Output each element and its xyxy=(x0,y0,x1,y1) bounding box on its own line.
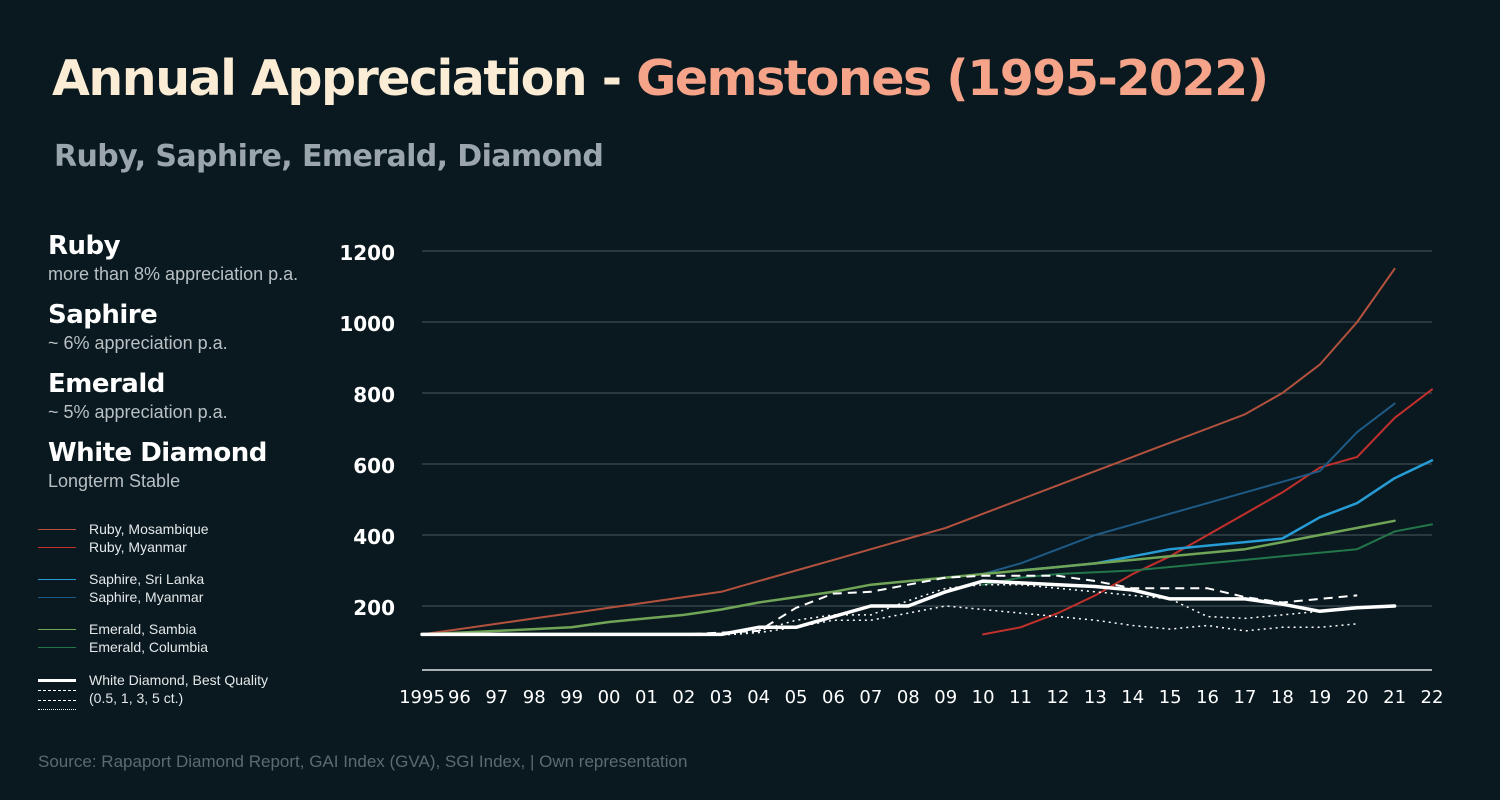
x-tick-label: 00 xyxy=(598,687,621,708)
series-line-1 xyxy=(982,388,1433,636)
x-tick-label: 01 xyxy=(635,687,658,708)
x-tick-label: 19 xyxy=(1308,687,1331,708)
legend-label: Ruby, Mosambique xyxy=(89,521,209,537)
x-tick-label: 18 xyxy=(1271,687,1294,708)
legend-swatch xyxy=(38,579,76,580)
x-tick-label: 03 xyxy=(710,687,733,708)
legend-label: Emerald, Columbia xyxy=(89,639,209,655)
stone-name: Saphire xyxy=(48,300,158,330)
x-tick-label: 97 xyxy=(485,687,508,708)
x-tick-label: 99 xyxy=(560,687,583,708)
legend-swatch-dotted xyxy=(38,709,76,710)
x-axis-ticks: 1995 96 97 98 99 00 01 02 03 04 05 06 07 08 09 10 11 12 13… xyxy=(399,687,1443,708)
series-line-8 xyxy=(422,583,1320,636)
y-tick-label: 1000 xyxy=(339,312,395,336)
legend-swatch xyxy=(38,529,76,530)
x-tick-label: 07 xyxy=(859,687,882,708)
x-tick-label: 06 xyxy=(822,687,845,708)
x-tick-label: 12 xyxy=(1046,687,1069,708)
x-tick-label: 16 xyxy=(1196,687,1219,708)
stone-saphire: Saphire ~ 6% appreciation p.a. xyxy=(48,300,228,354)
legend-label: Ruby, Myanmar xyxy=(89,539,187,555)
y-tick-label: 800 xyxy=(353,383,395,407)
series-line-5 xyxy=(982,523,1433,586)
legend-swatch xyxy=(38,647,76,648)
stone-name: White Diamond xyxy=(48,438,267,468)
title-part2: Gemstones (1995-2022) xyxy=(636,50,1269,107)
series-line-4 xyxy=(420,519,1396,636)
series-line-3 xyxy=(982,402,1396,575)
stone-desc: ~ 6% appreciation p.a. xyxy=(48,333,228,353)
stone-name: Emerald xyxy=(48,369,165,399)
stone-name: Ruby xyxy=(48,231,121,261)
series-line-9 xyxy=(422,605,1358,636)
source-note: Source: Rapaport Diamond Report, GAI Ind… xyxy=(38,752,688,771)
x-tick-label: 13 xyxy=(1084,687,1107,708)
x-tick-label: 09 xyxy=(934,687,957,708)
chart-subtitle: Ruby, Saphire, Emerald, Diamond xyxy=(54,139,604,174)
y-tick-label: 200 xyxy=(353,596,395,620)
x-tick-label: 21 xyxy=(1383,687,1406,708)
x-tick-label: 11 xyxy=(1009,687,1032,708)
stone-emerald: Emerald ~ 5% appreciation p.a. xyxy=(48,369,228,423)
legend-swatch xyxy=(38,629,76,630)
y-axis-ticks: 200 400 600 800 1000 1200 xyxy=(339,241,395,620)
x-tick-label: 15 xyxy=(1159,687,1182,708)
legend-swatch xyxy=(38,547,76,548)
legend-swatch-dashed xyxy=(38,700,76,701)
x-tick-label: 04 xyxy=(747,687,770,708)
legend-swatch-dashed xyxy=(38,690,76,691)
y-tick-label: 600 xyxy=(353,454,395,478)
series-line-0 xyxy=(421,267,1396,636)
x-tick-label: 05 xyxy=(785,687,808,708)
x-tick-label: 02 xyxy=(672,687,695,708)
series-lines xyxy=(420,267,1434,637)
grid-lines xyxy=(422,250,1432,671)
x-tick-label: 22 xyxy=(1421,687,1444,708)
stone-ruby: Ruby more than 8% appreciation p.a. xyxy=(48,231,298,285)
title-part1: Annual Appreciation - xyxy=(52,50,622,107)
x-tick-label: 96 xyxy=(448,687,471,708)
legend-label: Saphire, Myanmar xyxy=(89,589,204,605)
legend-swatch xyxy=(38,679,76,682)
series-line-7 xyxy=(422,574,1358,636)
y-tick-label: 1200 xyxy=(339,241,395,265)
stone-desc: more than 8% appreciation p.a. xyxy=(48,264,299,284)
legend-label: Saphire, Sri Lanka xyxy=(89,571,205,587)
stone-desc: Longterm Stable xyxy=(48,471,181,491)
legend-label: (0.5, 1, 3, 5 ct.) xyxy=(89,690,184,706)
x-tick-label: 17 xyxy=(1234,687,1257,708)
x-tick-label: 10 xyxy=(972,687,995,708)
y-tick-label: 400 xyxy=(353,525,395,549)
legend-label: Emerald, Sambia xyxy=(89,621,197,637)
chart-title: Annual Appreciation - Gemstones (1995-20… xyxy=(52,50,1269,107)
x-tick-label: 14 xyxy=(1121,687,1144,708)
stone-desc: ~ 5% appreciation p.a. xyxy=(48,402,228,422)
legend-swatch xyxy=(38,597,76,598)
x-tick-label: 98 xyxy=(523,687,546,708)
legend-label: White Diamond, Best Quality xyxy=(89,672,268,688)
x-tick-label: 1995 xyxy=(399,687,445,708)
stone-white-diamond: White Diamond Longterm Stable xyxy=(48,438,267,492)
x-tick-label: 08 xyxy=(897,687,920,708)
x-tick-label: 20 xyxy=(1346,687,1369,708)
